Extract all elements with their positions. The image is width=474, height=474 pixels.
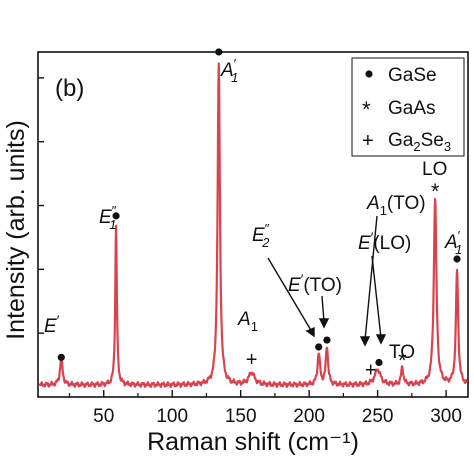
peak-label-e1-dprime: E″ 1 <box>99 203 117 232</box>
gase-dot-marker <box>57 353 65 361</box>
x-tick-label: 150 <box>225 406 257 427</box>
gase-dot-marker <box>315 343 323 351</box>
peak-label-a1: A1 <box>237 309 258 334</box>
gase-dot-marker <box>323 336 331 344</box>
peak-label-lo: LO <box>422 159 447 180</box>
peak-label-to: TO <box>389 342 415 363</box>
peak-label-a1-prime-right: A′ 1 <box>444 228 462 257</box>
arrow-a1-to <box>364 215 378 341</box>
peak-label-e-prime-to: E′(TO) <box>288 271 342 296</box>
peak-label-e-prime: E′ <box>44 312 60 337</box>
x-tick-label: 250 <box>362 406 394 427</box>
legend-star-icon: * <box>362 97 371 122</box>
gase-dot-marker <box>453 255 461 263</box>
gase-dot-marker <box>112 212 120 220</box>
legend: GaSe * GaAs + Ga2Se3 <box>351 57 465 157</box>
plot-frame <box>37 51 469 398</box>
arrow-e-prime-lo <box>371 255 382 339</box>
legend-dot-icon <box>365 70 373 78</box>
x-axis-label: Raman shift (cm⁻¹) <box>147 428 359 456</box>
peak-label-e-prime-lo: E′(LO) <box>358 229 411 254</box>
x-tick-label: 300 <box>430 406 462 427</box>
arrow-head-e-prime-lo <box>375 334 387 345</box>
peak-label-a1-to: A1(TO) <box>366 193 426 218</box>
peak-label-e2-dprime: E″ 2 <box>252 221 270 250</box>
y-axis-label: Intensity (arb. units) <box>2 120 30 340</box>
gaas-star-marker: * <box>431 179 440 204</box>
arrow-head-a1-to <box>359 336 371 347</box>
legend-plus-icon: + <box>362 130 374 152</box>
x-axis-ticks: 50 100 150 200 250 300 <box>68 390 462 427</box>
legend-label-gaas: GaAs <box>388 98 436 119</box>
peak-markers: + + * * <box>57 48 461 381</box>
gase-dot-marker <box>375 358 383 367</box>
ga2se3-plus-marker: + <box>365 359 377 381</box>
arrow-head-e2-dprime <box>305 326 315 338</box>
panel-label: (b) <box>55 75 84 102</box>
arrow-head-e-prime-to <box>318 318 330 329</box>
spectrum-line <box>38 62 469 389</box>
legend-label-gase: GaSe <box>388 65 437 86</box>
arrow-e-prime-to <box>321 295 325 323</box>
x-tick-label: 50 <box>93 406 114 427</box>
gaas-star-marker: * <box>398 348 407 373</box>
peak-labels: E′ E″ 1 A′ 1 A1 E″ 2 E′(TO) A1(TO) E′(LO) T… <box>44 56 462 363</box>
arrow-e2-dprime <box>267 257 313 333</box>
ga2se3-plus-marker: + <box>246 349 258 371</box>
x-tick-label: 200 <box>293 406 325 427</box>
gase-dot-marker <box>215 48 223 56</box>
peak-label-a1-prime-top: A′ 1 <box>220 56 238 85</box>
x-tick-label: 100 <box>156 406 188 427</box>
annotation-arrows <box>267 215 387 347</box>
y-axis-ticks <box>38 77 44 334</box>
